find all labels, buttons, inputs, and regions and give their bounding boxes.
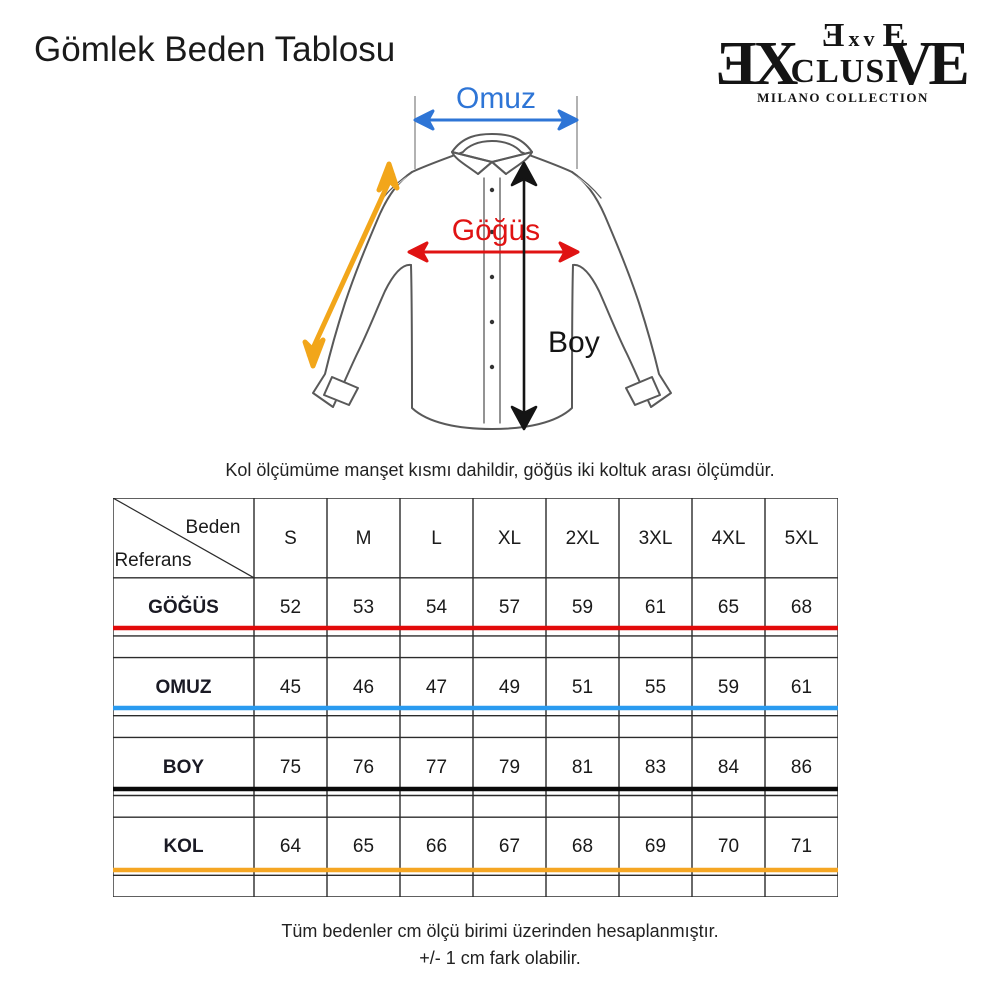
svg-text:L: L <box>431 528 442 549</box>
svg-text:79: 79 <box>499 757 520 778</box>
svg-text:2XL: 2XL <box>566 528 600 549</box>
svg-text:65: 65 <box>718 597 739 618</box>
svg-text:52: 52 <box>280 597 301 618</box>
svg-text:54: 54 <box>426 597 448 618</box>
svg-text:Beden: Beden <box>186 517 241 538</box>
svg-text:49: 49 <box>499 677 520 698</box>
svg-text:47: 47 <box>426 677 447 698</box>
svg-text:86: 86 <box>791 757 812 778</box>
svg-text:BOY: BOY <box>163 757 205 778</box>
svg-text:70: 70 <box>718 836 739 857</box>
svg-text:XL: XL <box>498 528 521 549</box>
svg-text:3XL: 3XL <box>639 528 673 549</box>
svg-text:59: 59 <box>718 677 739 698</box>
svg-text:4XL: 4XL <box>712 528 746 549</box>
svg-text:Omuz: Omuz <box>456 82 536 115</box>
svg-text:M: M <box>356 528 372 549</box>
svg-text:76: 76 <box>353 757 374 778</box>
svg-text:66: 66 <box>426 836 447 857</box>
svg-text:KOL: KOL <box>163 836 204 857</box>
svg-text:84: 84 <box>718 757 740 778</box>
svg-text:68: 68 <box>572 836 593 857</box>
svg-text:S: S <box>284 528 297 549</box>
svg-text:51: 51 <box>572 677 593 698</box>
svg-text:Boy: Boy <box>548 326 600 359</box>
svg-text:Göğüs: Göğüs <box>452 214 540 247</box>
svg-text:75: 75 <box>280 757 301 778</box>
svg-text:45: 45 <box>280 677 301 698</box>
svg-text:53: 53 <box>353 597 374 618</box>
svg-text:OMUZ: OMUZ <box>156 677 212 698</box>
svg-text:81: 81 <box>572 757 593 778</box>
svg-text:64: 64 <box>280 836 302 857</box>
svg-text:69: 69 <box>645 836 666 857</box>
svg-text:68: 68 <box>791 597 812 618</box>
svg-text:Referans: Referans <box>114 550 191 571</box>
svg-text:67: 67 <box>499 836 520 857</box>
svg-text:GÖĞÜS: GÖĞÜS <box>148 596 219 618</box>
svg-text:55: 55 <box>645 677 666 698</box>
svg-text:71: 71 <box>791 836 812 857</box>
svg-text:61: 61 <box>645 597 666 618</box>
svg-text:61: 61 <box>791 677 812 698</box>
svg-text:46: 46 <box>353 677 374 698</box>
svg-text:59: 59 <box>572 597 593 618</box>
svg-text:83: 83 <box>645 757 666 778</box>
svg-text:5XL: 5XL <box>785 528 819 549</box>
svg-text:65: 65 <box>353 836 374 857</box>
svg-text:57: 57 <box>499 597 520 618</box>
svg-text:77: 77 <box>426 757 447 778</box>
